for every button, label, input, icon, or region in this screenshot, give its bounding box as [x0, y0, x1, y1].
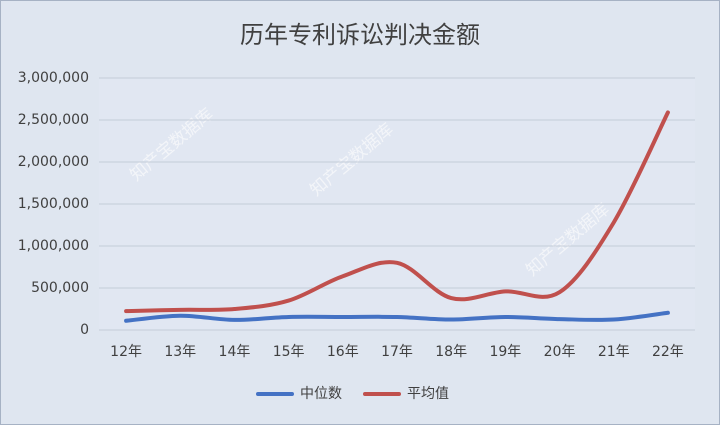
x-tick-label: 17年	[381, 344, 413, 360]
y-tick-label: 2,000,000	[18, 154, 89, 170]
x-tick-label: 13年	[164, 344, 196, 360]
x-tick-label: 12年	[110, 344, 142, 360]
x-tick-label: 20年	[544, 344, 576, 360]
y-tick-label: 3,000,000	[18, 70, 89, 86]
y-tick-label: 1,500,000	[18, 196, 89, 212]
legend-label: 平均值	[407, 386, 449, 402]
y-tick-label: 1,000,000	[18, 238, 89, 254]
line	[124, 310, 670, 323]
y-tick-label: 0	[80, 322, 89, 338]
x-tick-label: 22年	[652, 344, 684, 360]
y-tick-label: 2,500,000	[18, 112, 89, 128]
chart-title: 历年专利诉讼判决金额	[240, 21, 480, 49]
x-tick-label: 16年	[327, 344, 359, 360]
x-tick-label: 15年	[273, 344, 305, 360]
x-tick-label: 18年	[435, 344, 467, 360]
y-tick-label: 500,000	[31, 280, 89, 296]
x-tick-label: 21年	[598, 344, 630, 360]
x-tick-label: 14年	[219, 344, 251, 360]
legend-label: 中位数	[300, 386, 342, 402]
x-tick-label: 19年	[489, 344, 521, 360]
line	[124, 110, 670, 314]
